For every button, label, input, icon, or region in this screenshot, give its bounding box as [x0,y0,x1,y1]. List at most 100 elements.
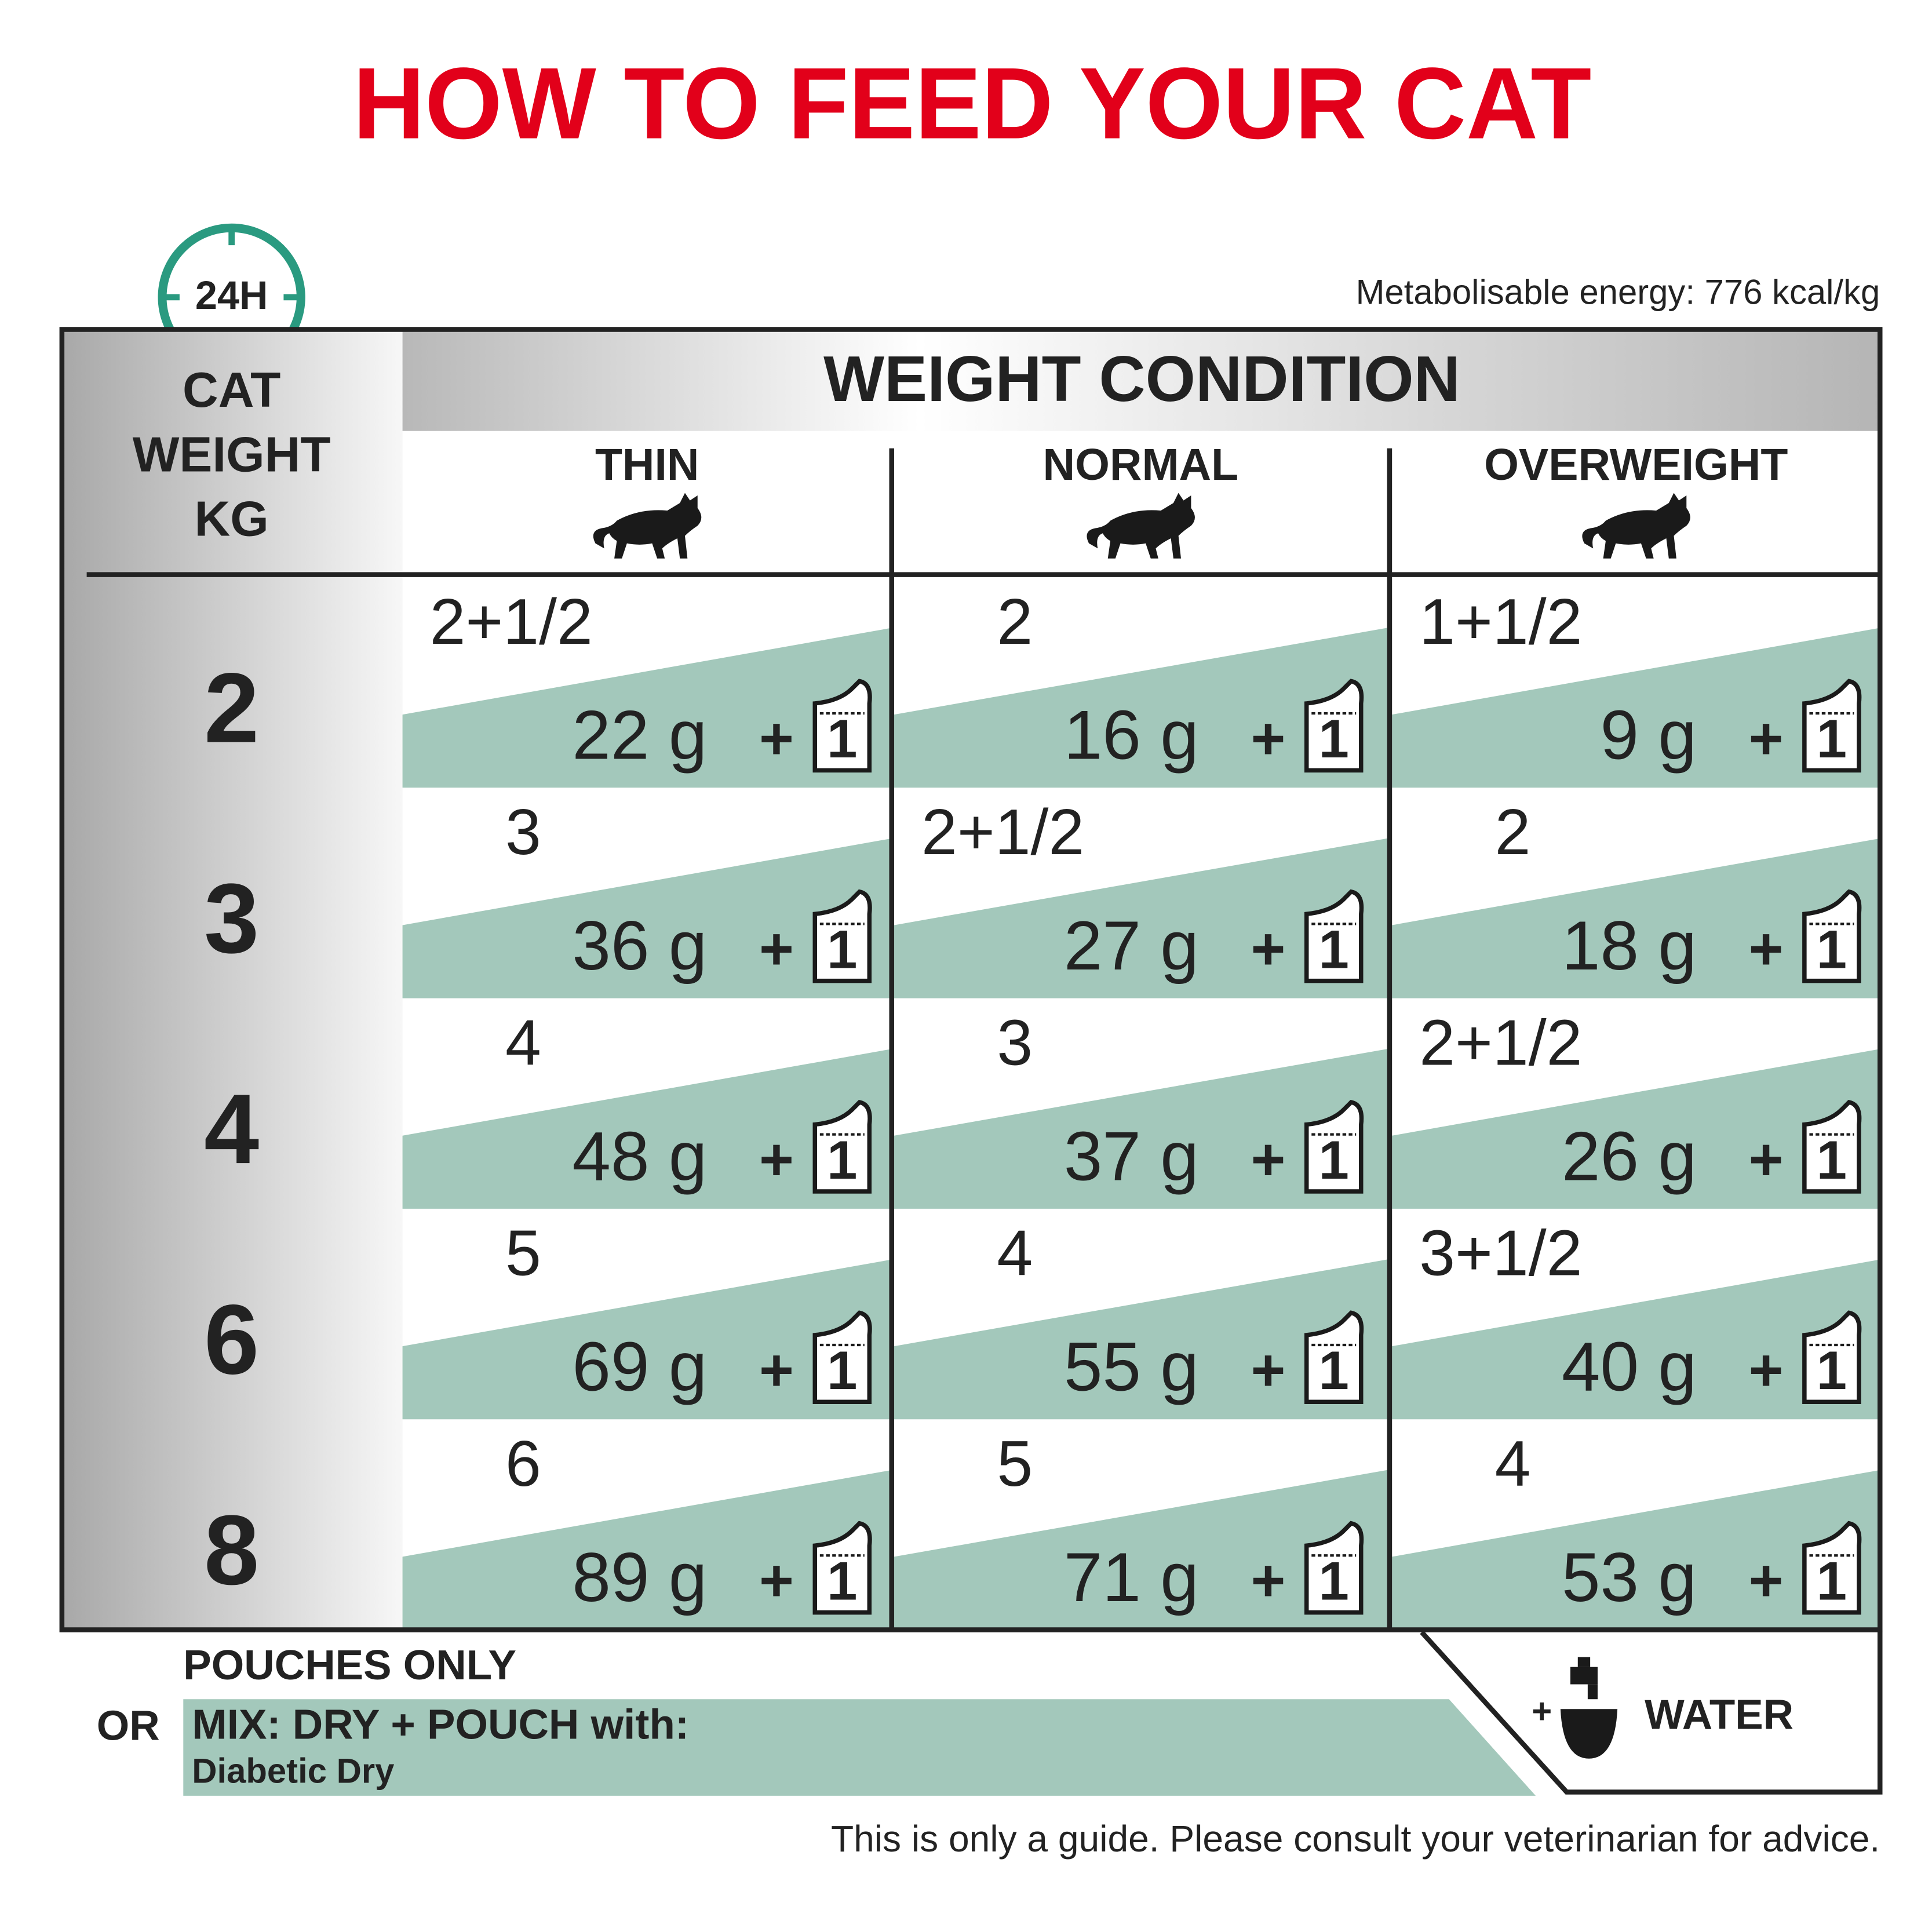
pouch-count: 2 [1495,796,1531,868]
pouch-count: 4 [1495,1427,1531,1500]
pouch-label: 1 [1319,708,1349,769]
pouch-icon [1304,1310,1364,1405]
plus-sign: + [759,916,794,982]
row-header: WEIGHT [133,427,331,482]
pouch-icon [1802,1310,1862,1405]
dry-band [894,628,1387,788]
pouch-label: 1 [1319,1550,1349,1611]
dry-band [1392,1049,1880,1209]
plus-sign: + [1749,1126,1784,1193]
pouch-label: 1 [1817,1550,1847,1611]
pouch-icon [812,1310,872,1405]
mix-product: Diabetic Dry [192,1751,394,1790]
column-header: THIN [595,440,699,490]
pouch-count: 3+1/2 [1419,1217,1582,1289]
pouch-count: 5 [505,1217,541,1289]
clock-label: 24H [195,274,268,318]
weight-column [61,329,403,1630]
plus-sign: + [1251,1547,1286,1614]
pouch-icon [812,1521,872,1615]
dry-band [402,1470,892,1630]
dry-band [1392,628,1880,788]
plus-sign: + [1749,916,1784,982]
dry-band [894,1259,1387,1420]
dry-amount: 40 g [1562,1329,1697,1406]
dry-amount: 18 g [1562,907,1697,985]
row-header: CAT [183,363,280,418]
dry-amount: 22 g [572,697,707,774]
plus-sign: + [759,1126,794,1193]
cat-weight: 6 [204,1284,259,1395]
pouch-icon [812,889,872,983]
pouch-count: 2+1/2 [1419,1006,1582,1078]
pouch-icon [812,679,872,773]
dry-band [402,1049,892,1209]
pouch-icon [812,1100,872,1194]
dry-amount: 71 g [1064,1539,1199,1616]
cat-weight: 3 [204,863,259,974]
water-icon [1560,1657,1618,1759]
plus-sign: + [1749,705,1784,771]
energy-note: Metabolisable energy: 776 kcal/kg [1356,272,1880,311]
plus-sign: + [1251,1126,1286,1193]
dry-band [894,1049,1387,1209]
dry-amount: 16 g [1064,697,1199,774]
pouch-icon [1802,1521,1862,1615]
dry-amount: 69 g [572,1329,707,1406]
dry-amount: 53 g [1562,1539,1697,1616]
pouch-count: 3 [505,796,541,868]
dry-amount: 9 g [1601,697,1697,774]
or-label: OR [97,1703,160,1749]
dry-amount: 36 g [572,907,707,985]
mix-band [183,1699,1536,1796]
group-header: WEIGHT CONDITION [823,342,1460,415]
column-header: NORMAL [1043,440,1239,490]
pouch-label: 1 [827,1340,857,1401]
table-body [402,628,1880,1630]
dry-band [402,838,892,998]
water-box [1420,1630,1883,1795]
pouch-icon [1304,889,1364,983]
pouch-label: 1 [1319,1129,1349,1190]
dry-band [1392,1259,1880,1420]
pouch-count: 4 [997,1217,1033,1289]
pouch-icon [1802,679,1862,773]
dry-band [402,1259,892,1420]
dry-band [894,1470,1387,1630]
pouch-label: 1 [1319,1340,1349,1401]
pouch-icon [1802,889,1862,983]
plus-sign: + [1749,1336,1784,1403]
dry-amount: 48 g [572,1118,707,1195]
pouch-label: 1 [827,1129,857,1190]
dry-band [402,628,892,788]
pouch-count: 5 [997,1427,1033,1500]
pouch-count: 3 [997,1006,1033,1078]
plus-sign: + [1749,1547,1784,1614]
pouch-icon [1304,679,1364,773]
plus-sign: + [1251,916,1286,982]
water-plus: + [1532,1692,1552,1731]
pouch-icon [1802,1100,1862,1194]
pouch-label: 1 [1319,918,1349,979]
water-label: WATER [1645,1691,1794,1738]
pouch-label: 1 [1817,1340,1847,1401]
cat-weight: 4 [204,1074,259,1184]
title: HOW TO FEED YOUR CAT [353,47,1591,161]
plus-sign: + [759,705,794,771]
mix-label: MIX: DRY + POUCH with: [192,1701,689,1748]
table-border [59,327,1883,1632]
dry-amount: 26 g [1562,1118,1697,1195]
pouch-count: 6 [505,1427,541,1500]
dry-band [1392,1470,1880,1630]
pouch-label: 1 [827,708,857,769]
dry-amount: 37 g [1064,1118,1199,1195]
footer-note: This is only a guide. Please consult you… [831,1818,1880,1860]
dry-amount: 27 g [1064,907,1199,985]
pouch-label: 1 [1817,918,1847,979]
cat-weight: 2 [204,652,259,763]
plus-sign: + [1251,705,1286,771]
pouch-icon [1304,1100,1364,1194]
pouch-label: 1 [1817,1129,1847,1190]
pouch-icon [1304,1521,1364,1615]
